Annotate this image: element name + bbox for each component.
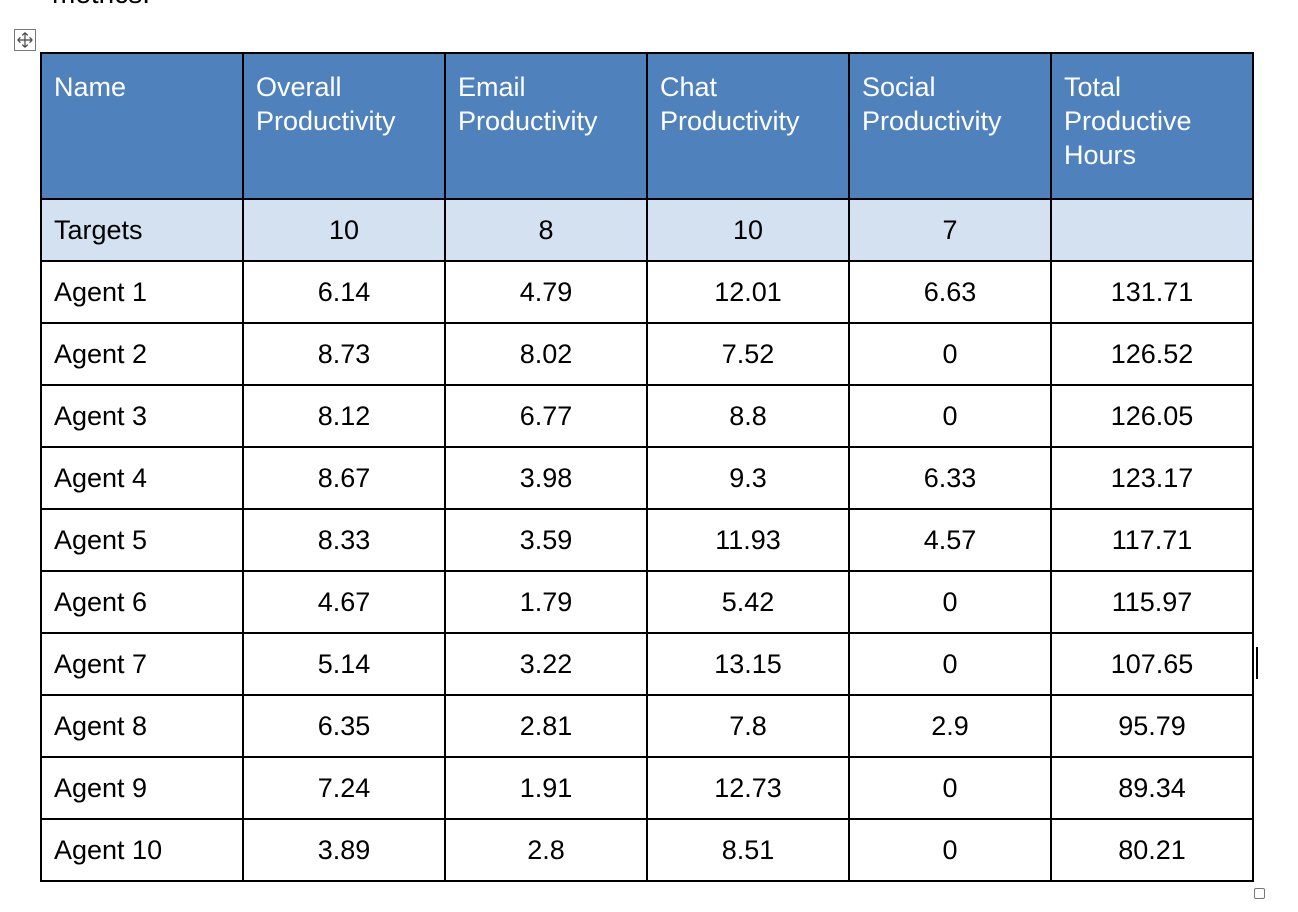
data-row: Agent 7 5.14 3.22 13.15 0 107.65 [40, 632, 1254, 696]
table-cell: 2.9 [848, 694, 1052, 758]
table-cell: Agent 7 [40, 632, 244, 696]
table-cell: 5.14 [242, 632, 446, 696]
table-cell: 6.77 [444, 384, 648, 448]
table-cell: Agent 6 [40, 570, 244, 634]
table-cell: 3.89 [242, 818, 446, 882]
table-cell: Agent 5 [40, 508, 244, 572]
cursor [1256, 647, 1258, 679]
data-row: Agent 5 8.33 3.59 11.93 4.57 117.71 [40, 508, 1254, 572]
table-cell: Social Productivity [848, 52, 1052, 200]
table-cell: 95.79 [1050, 694, 1254, 758]
table-cell: 8.51 [646, 818, 850, 882]
table-cell: 3.59 [444, 508, 648, 572]
table-cell: 0 [848, 384, 1052, 448]
productivity-table: Name Overall Productivity Email Productivi… [40, 52, 1254, 882]
table-cell: 8 [444, 198, 648, 262]
table-cell: 2.8 [444, 818, 648, 882]
table-cell: 3.22 [444, 632, 648, 696]
table-cell: 131.71 [1050, 260, 1254, 324]
table-cell: 13.15 [646, 632, 850, 696]
table-cell: 6.63 [848, 260, 1052, 324]
data-row: Agent 1 6.14 4.79 12.01 6.63 131.71 [40, 260, 1254, 324]
data-row: Agent 4 8.67 3.98 9.3 6.33 123.17 [40, 446, 1254, 510]
table-cell: Email Productivity [444, 52, 648, 200]
table-cell: 8.8 [646, 384, 850, 448]
table-cell: 5.42 [646, 570, 850, 634]
data-row: Agent 10 3.89 2.8 8.51 0 80.21 [40, 818, 1254, 882]
table-cell: Chat Productivity [646, 52, 850, 200]
table-cell: 126.52 [1050, 322, 1254, 386]
table-cell: 12.73 [646, 756, 850, 820]
intro-fragment: metrics. [52, 0, 150, 10]
header-row: Name Overall Productivity Email Productivi… [40, 52, 1254, 200]
table-cell: 10 [242, 198, 446, 262]
table-cell: 6.33 [848, 446, 1052, 510]
table-cell: 6.35 [242, 694, 446, 758]
table-cell: 2.81 [444, 694, 648, 758]
table-cell: 117.71 [1050, 508, 1254, 572]
table-cell: Total Productive Hours [1050, 52, 1254, 200]
table-cell [1050, 198, 1254, 262]
table-cell: Agent 4 [40, 446, 244, 510]
table-cell: 4.57 [848, 508, 1052, 572]
table-cell: Name [40, 52, 244, 200]
table-cell: 0 [848, 756, 1052, 820]
table-cell: 9.3 [646, 446, 850, 510]
table-cell: 11.93 [646, 508, 850, 572]
table-cell: 0 [848, 818, 1052, 882]
table-cell: 3.98 [444, 446, 648, 510]
table-cell: 115.97 [1050, 570, 1254, 634]
table-cell: 1.79 [444, 570, 648, 634]
table-cell: 1.91 [444, 756, 648, 820]
table-cell: 8.12 [242, 384, 446, 448]
table-resize-handle[interactable] [1254, 888, 1265, 899]
table-cell: 4.79 [444, 260, 648, 324]
table-cell: 7.52 [646, 322, 850, 386]
table-cell: 0 [848, 632, 1052, 696]
table-cell: 6.14 [242, 260, 446, 324]
table-cell: 8.67 [242, 446, 446, 510]
table-cell: Agent 10 [40, 818, 244, 882]
table-cell: 107.65 [1050, 632, 1254, 696]
table-cell: 4.67 [242, 570, 446, 634]
table-cell: 10 [646, 198, 850, 262]
data-row: Agent 8 6.35 2.81 7.8 2.9 95.79 [40, 694, 1254, 758]
data-row: Agent 9 7.24 1.91 12.73 0 89.34 [40, 756, 1254, 820]
table-cell: 8.02 [444, 322, 648, 386]
table-cell: 7.8 [646, 694, 850, 758]
table-cell: 126.05 [1050, 384, 1254, 448]
table-move-handle[interactable] [14, 29, 36, 51]
table-cell: 8.33 [242, 508, 446, 572]
table-cell: 0 [848, 322, 1052, 386]
table-cell: 80.21 [1050, 818, 1254, 882]
table-cell: 123.17 [1050, 446, 1254, 510]
table-cell: 12.01 [646, 260, 850, 324]
table-cell: Agent 1 [40, 260, 244, 324]
data-row: Agent 3 8.12 6.77 8.8 0 126.05 [40, 384, 1254, 448]
table-cell: Agent 2 [40, 322, 244, 386]
table-cell: 7 [848, 198, 1052, 262]
targets-row: Targets 10 8 10 7 [40, 198, 1254, 262]
table-cell: 8.73 [242, 322, 446, 386]
data-row: Agent 6 4.67 1.79 5.42 0 115.97 [40, 570, 1254, 634]
table-cell: Overall Productivity [242, 52, 446, 200]
data-row: Agent 2 8.73 8.02 7.52 0 126.52 [40, 322, 1254, 386]
table-cell: Agent 3 [40, 384, 244, 448]
table-cell: 7.24 [242, 756, 446, 820]
table-cell: 0 [848, 570, 1052, 634]
table-cell: 89.34 [1050, 756, 1254, 820]
table-cell: Agent 8 [40, 694, 244, 758]
table-cell: Targets [40, 198, 244, 262]
table-cell: Agent 9 [40, 756, 244, 820]
